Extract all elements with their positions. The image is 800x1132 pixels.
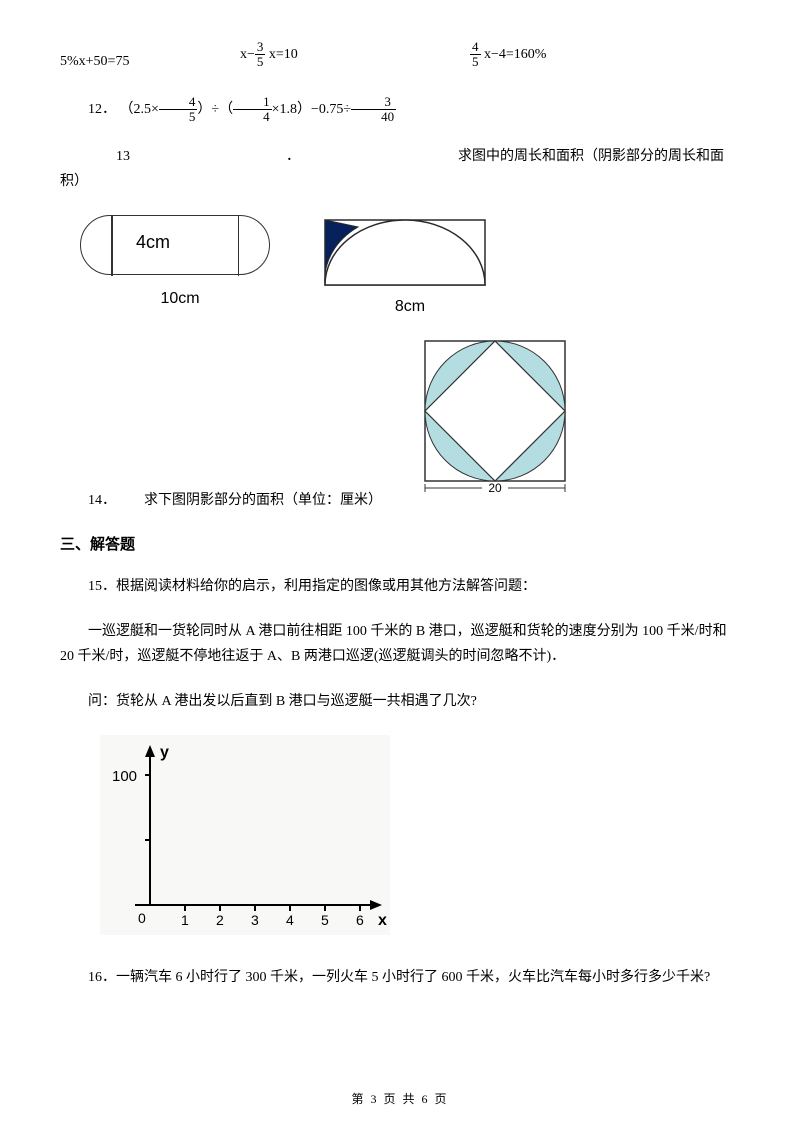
x-tick-0: 0	[138, 910, 146, 926]
stadium-dim: 10cm	[80, 290, 280, 308]
question-15-p2: 问：货轮从 A 港出发以后直到 B 港口与巡逻艇一共相遇了几次?	[60, 689, 740, 714]
eq2-fraction: 35	[255, 40, 266, 70]
question-15-intro: 15．根据阅读材料给你的启示，利用指定的图像或用其他方法解答问题：	[60, 574, 740, 599]
question-15-p1: 一巡逻艇和一货轮同时从 A 港口前往相距 100 千米的 B 港口，巡逻艇和货轮…	[60, 619, 740, 669]
q12-number: 12．	[88, 102, 116, 117]
eq3-fraction: 45	[470, 40, 481, 70]
x-tick-5: 5	[321, 912, 329, 928]
equation-1: 5%x+50=75	[60, 54, 240, 70]
eq3-post: x−4=160%	[481, 47, 547, 62]
question-16: 16．一辆汽车 6 小时行了 300 千米，一列火车 5 小时行了 600 千米…	[60, 965, 740, 990]
x-axis-label: x	[378, 912, 387, 929]
x-tick-4: 4	[286, 912, 294, 928]
equations-row: 5%x+50=75 x−35 x=10 45 x−4=160%	[60, 40, 740, 70]
petal-figure: 20	[420, 336, 740, 501]
q14-number: 14．	[60, 488, 116, 513]
q13-figures: 4cm 10cm 8cm	[60, 215, 740, 316]
x-tick-6: 6	[356, 912, 364, 928]
q12-mid1: ）÷（	[197, 102, 233, 117]
semicircle-svg	[320, 215, 490, 290]
equation-2: x−35 x=10	[240, 40, 470, 70]
x-tick-3: 3	[251, 912, 259, 928]
stadium-shape: 4cm	[80, 215, 270, 275]
q16-number: 16．	[88, 970, 116, 985]
question-14: 14．求下图阴影部分的面积（单位：厘米）	[60, 488, 740, 513]
stadium-figure: 4cm 10cm	[80, 215, 280, 316]
q13-number: 13	[88, 144, 258, 169]
petal-svg: 20	[420, 336, 570, 496]
graph-svg: y 100 x 0 1 2 3 4 5 6	[100, 735, 390, 935]
q12-frac3: 340	[351, 95, 396, 125]
q14-text: 求下图阴影部分的面积（单位：厘米）	[116, 488, 382, 513]
y-tick-100: 100	[112, 768, 137, 785]
y-axis-label: y	[160, 744, 169, 761]
q12-frac1: 45	[159, 95, 198, 125]
q12-frac2: 14	[233, 95, 272, 125]
question-12: 12． （2.5×45）÷（14×1.8）−0.75÷340	[60, 95, 740, 125]
q12-mid2: ×1.8）−0.75÷	[272, 102, 351, 117]
q16-text: 一辆汽车 6 小时行了 300 千米，一列火车 5 小时行了 600 千米，火车…	[116, 970, 710, 985]
q15-number: 15．	[88, 579, 116, 594]
question-13: 13．求图中的周长和面积（阴影部分的周长和面积）	[60, 144, 740, 194]
semicircle-dim: 8cm	[320, 298, 500, 316]
coordinate-graph: y 100 x 0 1 2 3 4 5 6	[100, 735, 740, 940]
petal-dim: 20	[488, 481, 502, 495]
x-tick-2: 2	[216, 912, 224, 928]
equation-3: 45 x−4=160%	[470, 40, 670, 70]
stadium-label: 4cm	[136, 232, 170, 253]
eq2-pre: x−	[240, 47, 255, 62]
q12-pre: （2.5×	[120, 102, 159, 117]
x-tick-1: 1	[181, 912, 189, 928]
q13-dot: ．	[258, 144, 458, 169]
page-footer: 第 3 页 共 6 页	[0, 1090, 800, 1107]
section-3-title: 三、解答题	[60, 533, 740, 554]
eq2-post: x=10	[265, 47, 297, 62]
semicircle-figure: 8cm	[320, 215, 500, 316]
q15-intro: 根据阅读材料给你的启示，利用指定的图像或用其他方法解答问题：	[116, 579, 536, 594]
